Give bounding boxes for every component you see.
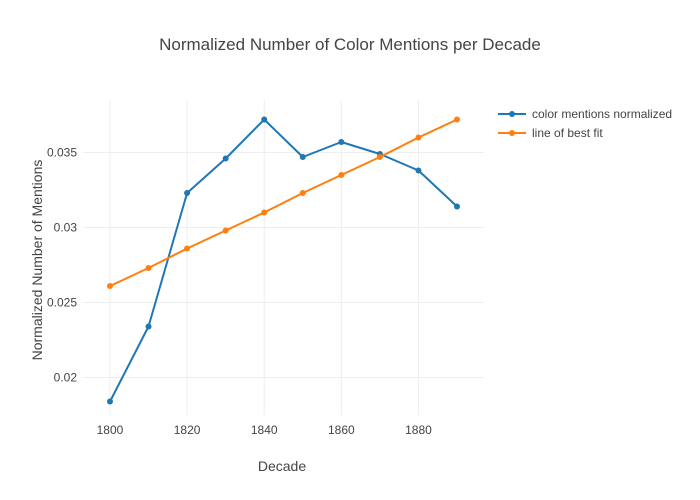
legend-item: line of best fit [498, 126, 603, 140]
y-axis-ticks: 0.02 0.025 0.03 0.035 [47, 146, 77, 385]
x-tick-label: 1820 [174, 423, 201, 437]
data-point [376, 154, 383, 160]
data-point [184, 245, 191, 252]
series-2 [106, 116, 461, 289]
y-tick-label: 0.02 [54, 371, 78, 385]
x-tick-label: 1800 [97, 423, 124, 437]
series-line [109, 118, 458, 287]
legend-marker [509, 130, 515, 136]
x-tick-label: 1860 [328, 423, 355, 437]
data-point [454, 116, 461, 123]
x-tick-label: 1840 [251, 423, 278, 437]
x-tick-label: 1880 [405, 423, 432, 437]
data-point [222, 227, 229, 234]
data-point [454, 203, 461, 210]
data-point [338, 139, 345, 145]
legend-label: line of best fit [532, 126, 603, 140]
series-layer [106, 116, 461, 405]
grid [83, 100, 484, 415]
data-point [338, 172, 345, 178]
data-point [261, 209, 268, 216]
legend-item: color mentions normalized [498, 107, 672, 121]
y-tick-label: 0.035 [47, 146, 77, 160]
data-point [145, 323, 152, 330]
y-tick-label: 0.03 [54, 221, 78, 235]
y-tick-label: 0.025 [47, 296, 77, 310]
x-axis-title: Decade [258, 458, 306, 474]
series-line [109, 118, 458, 402]
legend: color mentions normalized line of best fi… [498, 107, 672, 140]
chart-title: Normalized Number of Color Mentions per … [159, 35, 541, 54]
legend-label: color mentions normalized [532, 107, 672, 121]
data-point [222, 155, 229, 162]
data-point [106, 283, 113, 289]
y-axis-title: Normalized Number of Mentions [29, 160, 45, 361]
data-point [184, 190, 191, 196]
data-point [261, 116, 268, 123]
x-axis-ticks: 1800 1820 1840 1860 1880 [97, 423, 432, 437]
legend-marker [509, 111, 515, 117]
data-point [415, 167, 422, 174]
data-point [145, 265, 152, 271]
data-point [299, 154, 306, 160]
data-point [106, 398, 113, 405]
series-1 [106, 116, 461, 405]
data-point [299, 190, 306, 196]
data-point [415, 134, 422, 141]
